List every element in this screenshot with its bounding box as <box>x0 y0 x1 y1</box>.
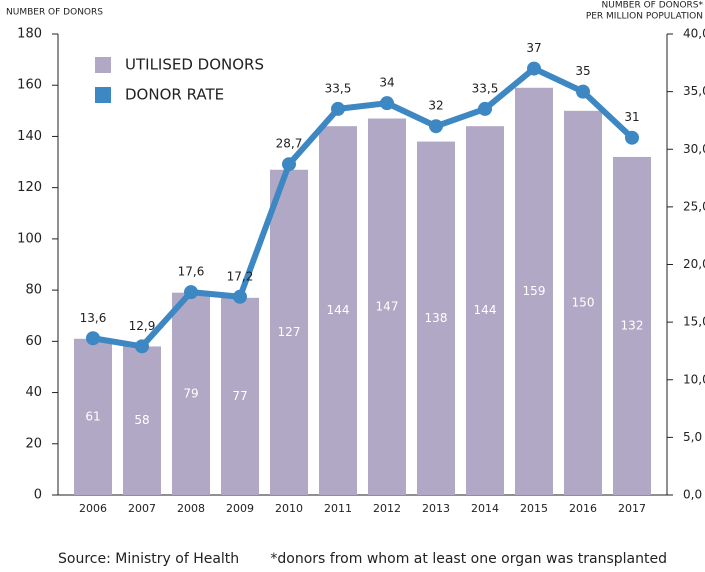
footnote: *donors from whom at least one organ was… <box>270 551 667 567</box>
point <box>527 61 541 76</box>
x-tick-label: 2007 <box>128 502 156 515</box>
point <box>184 285 198 300</box>
y2-tick-label: 5,0 <box>683 430 702 444</box>
x-tick-label: 2008 <box>177 502 205 515</box>
point-label: 32 <box>428 99 443 113</box>
x-tick-label: 2013 <box>422 502 450 515</box>
legend-swatch <box>95 57 111 73</box>
bar <box>221 297 259 495</box>
legend-swatch <box>95 87 111 103</box>
bar <box>270 169 308 495</box>
y-tick-label: 140 <box>17 129 42 144</box>
x-tick-label: 2011 <box>324 502 352 515</box>
bar-label: 159 <box>523 284 546 298</box>
y2-axis-label: PER MILLION POPULATION <box>586 12 703 22</box>
x-tick-label: 2006 <box>79 502 107 515</box>
point-label: 31 <box>624 110 639 124</box>
y2-tick-label: 35,0 <box>683 84 705 98</box>
y-tick-label: 0 <box>34 488 42 503</box>
point-label: 34 <box>379 76 394 90</box>
bar <box>613 156 651 495</box>
bar-label: 79 <box>183 386 198 400</box>
x-tick-label: 2017 <box>618 502 646 515</box>
bar-label: 144 <box>474 303 497 317</box>
point <box>429 119 443 134</box>
y-axis-label: NUMBER OF DONORS <box>6 8 103 18</box>
point <box>135 339 149 354</box>
y-tick-label: 160 <box>17 78 42 93</box>
y2-tick-label: 40,0 <box>683 27 705 41</box>
y-tick-label: 40 <box>25 385 42 400</box>
point-label: 33,5 <box>472 81 499 95</box>
point <box>233 289 247 304</box>
bar-label: 138 <box>425 311 448 325</box>
bar-label: 127 <box>278 325 301 339</box>
y2-tick-label: 20,0 <box>683 257 705 271</box>
x-tick-label: 2015 <box>520 502 548 515</box>
point-label: 17,2 <box>227 269 254 283</box>
bar <box>319 126 357 495</box>
point-label: 28,7 <box>276 137 303 151</box>
x-tick-label: 2010 <box>275 502 303 515</box>
x-tick-label: 2014 <box>471 502 499 515</box>
point <box>576 84 590 99</box>
bar <box>564 110 602 495</box>
point-label: 35 <box>575 64 590 78</box>
bar <box>417 141 455 496</box>
bar-label: 150 <box>572 295 595 309</box>
bar-label: 58 <box>134 413 149 427</box>
bar <box>123 346 161 495</box>
bar <box>466 126 504 495</box>
y2-tick-label: 30,0 <box>683 142 705 156</box>
point-label: 17,6 <box>178 265 205 279</box>
y2-tick-label: 25,0 <box>683 199 705 213</box>
point-label: 33,5 <box>325 81 352 95</box>
legend-label: UTILISED DONORS <box>125 56 264 74</box>
x-tick-label: 2016 <box>569 502 597 515</box>
point <box>282 157 296 172</box>
y-tick-label: 180 <box>17 27 42 42</box>
bar <box>515 87 553 496</box>
y2-axis-label: NUMBER OF DONORS* <box>602 1 704 11</box>
bar-label: 132 <box>621 318 644 332</box>
bar-label: 61 <box>85 409 100 423</box>
point <box>380 96 394 111</box>
y2-tick-label: 15,0 <box>683 315 705 329</box>
source: Source: Ministry of Health <box>58 551 239 567</box>
bar-label: 147 <box>376 299 399 313</box>
y-tick-label: 80 <box>25 283 42 298</box>
bar <box>172 292 210 495</box>
bar <box>74 338 112 495</box>
legend-label: DONOR RATE <box>125 86 224 104</box>
x-tick-label: 2009 <box>226 502 254 515</box>
point <box>625 130 639 145</box>
line <box>92 65 635 350</box>
y-tick-label: 60 <box>25 334 42 349</box>
bar <box>368 118 406 496</box>
y-tick-label: 100 <box>17 231 42 246</box>
point <box>331 101 345 116</box>
x-tick-label: 2012 <box>373 502 401 515</box>
y-tick-label: 120 <box>17 180 42 195</box>
point-label: 12,9 <box>129 319 156 333</box>
point-label: 37 <box>526 41 541 55</box>
point-label: 13,6 <box>80 311 107 325</box>
y2-tick-label: 0,0 <box>683 488 702 502</box>
bar-label: 144 <box>327 303 350 317</box>
point <box>478 101 492 116</box>
point <box>86 331 100 346</box>
y-tick-label: 20 <box>25 436 42 451</box>
y2-tick-label: 10,0 <box>683 372 705 386</box>
bar-label: 77 <box>232 389 247 403</box>
